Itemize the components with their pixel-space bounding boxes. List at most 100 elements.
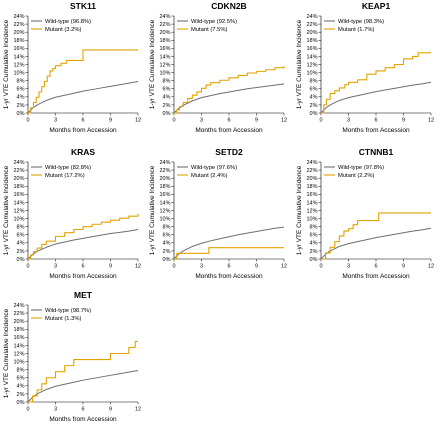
x-tick-label: 3: [347, 118, 350, 124]
x-axis-label: Months from Accession: [49, 127, 117, 134]
series-line-mutant: [28, 213, 139, 260]
y-tick-label: 16%: [159, 192, 170, 198]
y-tick-label: 14%: [306, 200, 317, 206]
legend-label-wild-type: Wild-type (98.3%): [338, 19, 384, 25]
y-tick-label: 16%: [306, 46, 317, 52]
y-tick-label: 2%: [163, 249, 171, 255]
y-tick-label: 10%: [159, 216, 170, 222]
y-tick-label: 8%: [17, 368, 25, 374]
y-tick-label: 8%: [310, 79, 318, 85]
x-tick-label: 0: [319, 118, 322, 124]
y-tick-label: 24%: [13, 303, 24, 309]
x-tick-label: 3: [54, 264, 57, 270]
x-axis-label: Months from Accession: [342, 273, 410, 280]
x-tick-label: 9: [109, 118, 112, 124]
chart-panel-kras: KRAS 0% 2% 4% 6% 8% 10% 12% 14% 16% 18% 20% 22% 24% 0 3…: [3, 147, 141, 280]
chart-panel-stk11: STK11 0% 2% 4% 6% 8% 10% 12% 14% 16% 18% 20% 22% 24% 0…: [3, 1, 141, 134]
y-axis-label: 1-yr VTE Cumulative Incidence: [3, 165, 10, 255]
x-tick-label: 6: [81, 118, 84, 124]
series-line-mutant: [174, 66, 285, 114]
series-line-wild-type: [27, 80, 139, 114]
y-tick-label: 22%: [13, 22, 24, 28]
chart-panel-keap1: KEAP1 0% 2% 4% 6% 8% 10% 12% 14% 16% 18% 20% 22% 24% 0…: [296, 1, 434, 134]
legend-label-wild-type: Wild-type (82.8%): [45, 165, 91, 171]
y-tick-label: 24%: [13, 14, 24, 20]
y-tick-label: 22%: [13, 311, 24, 317]
y-tick-label: 8%: [310, 225, 318, 231]
series-line-wild-type: [320, 227, 432, 260]
legend-label-mutant: Mutant (2.2%): [338, 173, 374, 179]
series-line-mutant: [28, 340, 138, 403]
y-tick-label: 6%: [163, 233, 171, 239]
y-tick-label: 4%: [163, 95, 171, 101]
x-axis-label: Months from Accession: [49, 416, 117, 423]
y-tick-label: 22%: [306, 22, 317, 28]
x-tick-label: 9: [402, 264, 405, 270]
legend-label-wild-type: Wild-type (97.6%): [191, 165, 237, 171]
x-tick-label: 3: [200, 264, 203, 270]
legend-label-wild-type: Wild-type (96.8%): [45, 19, 91, 25]
y-axis-label: 1-yr VTE Cumulative Incidence: [296, 19, 303, 109]
legend-label-mutant: Mutant (7.5%): [191, 27, 227, 33]
x-tick-label: 12: [281, 264, 287, 270]
y-tick-label: 14%: [159, 200, 170, 206]
chart-title: CTNNB1: [359, 147, 394, 157]
y-axis-label: 1-yr VTE Cumulative Incidence: [149, 19, 156, 109]
x-tick-label: 9: [255, 264, 258, 270]
chart-panel-setd2: SETD2 0% 2% 4% 6% 8% 10% 12% 14% 16% 18% 20% 22% 24% 0…: [149, 147, 287, 280]
x-tick-label: 6: [227, 264, 230, 270]
y-tick-label: 2%: [163, 103, 171, 109]
y-tick-label: 20%: [13, 176, 24, 182]
y-tick-label: 12%: [13, 208, 24, 214]
x-tick-label: 6: [374, 118, 377, 124]
y-tick-label: 10%: [159, 70, 170, 76]
x-tick-label: 9: [255, 118, 258, 124]
series-line-wild-type: [173, 83, 285, 114]
x-tick-label: 12: [428, 264, 434, 270]
series-line-wild-type: [27, 229, 139, 260]
chart-panel-ctnnb1: CTNNB1 0% 2% 4% 6% 8% 10% 12% 14% 16% 18% 20% 22% 24%…: [296, 147, 434, 280]
x-tick-label: 12: [135, 118, 141, 124]
series-line-mutant: [321, 52, 431, 114]
y-tick-label: 0%: [310, 257, 318, 263]
y-tick-label: 6%: [17, 87, 25, 93]
y-axis-label: 1-yr VTE Cumulative Incidence: [3, 19, 10, 109]
y-tick-label: 6%: [163, 87, 171, 93]
y-tick-label: 6%: [17, 233, 25, 239]
y-tick-label: 22%: [306, 168, 317, 174]
y-tick-label: 2%: [17, 103, 25, 109]
x-axis-label: Months from Accession: [195, 273, 263, 280]
y-tick-label: 18%: [159, 38, 170, 44]
y-tick-label: 4%: [17, 384, 25, 390]
y-tick-label: 18%: [13, 184, 24, 190]
y-tick-label: 4%: [17, 241, 25, 247]
x-tick-label: 0: [172, 118, 175, 124]
series-line-mutant: [28, 49, 138, 114]
y-tick-label: 16%: [13, 46, 24, 52]
y-axis-label: 1-yr VTE Cumulative Incidence: [3, 308, 10, 398]
y-tick-label: 12%: [159, 62, 170, 68]
y-tick-label: 16%: [13, 192, 24, 198]
y-tick-label: 8%: [17, 225, 25, 231]
y-tick-label: 0%: [17, 400, 25, 406]
y-tick-label: 14%: [13, 54, 24, 60]
y-tick-label: 14%: [13, 200, 24, 206]
y-tick-label: 20%: [306, 176, 317, 182]
y-tick-label: 24%: [159, 14, 170, 20]
y-tick-label: 24%: [13, 160, 24, 166]
y-tick-label: 16%: [306, 192, 317, 198]
chart-panel-cdkn2b: CDKN2B 0% 2% 4% 6% 8% 10% 12% 14% 16% 18% 20% 22% 24%…: [149, 1, 287, 134]
legend-label-wild-type: Wild-type (92.5%): [191, 19, 237, 25]
legend-label-wild-type: Wild-type (97.8%): [338, 165, 384, 171]
y-tick-label: 12%: [306, 62, 317, 68]
y-tick-label: 2%: [17, 249, 25, 255]
y-tick-label: 2%: [310, 249, 318, 255]
x-tick-label: 12: [135, 264, 141, 270]
x-tick-label: 12: [135, 407, 141, 413]
y-tick-label: 10%: [13, 70, 24, 76]
y-tick-label: 0%: [163, 257, 171, 263]
y-tick-label: 22%: [159, 168, 170, 174]
y-tick-label: 20%: [159, 176, 170, 182]
x-tick-label: 12: [281, 118, 287, 124]
